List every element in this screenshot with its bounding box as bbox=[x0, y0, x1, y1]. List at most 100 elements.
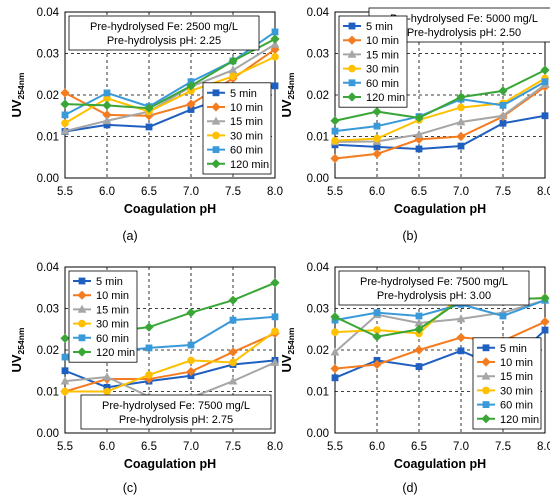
data-point bbox=[103, 121, 111, 129]
data-point bbox=[61, 111, 69, 119]
legend-label: 120 min bbox=[96, 347, 135, 359]
data-point bbox=[145, 123, 153, 131]
legend-label: 5 min bbox=[96, 276, 123, 288]
data-point bbox=[415, 312, 423, 320]
legend-label: 30 min bbox=[366, 64, 399, 76]
data-point bbox=[60, 376, 70, 385]
data-point bbox=[414, 345, 424, 355]
data-point bbox=[331, 136, 339, 145]
legend-entry: 60 min bbox=[207, 145, 263, 157]
legend-marker bbox=[212, 146, 220, 153]
data-point bbox=[372, 359, 382, 370]
y-tick-label: 0.02 bbox=[37, 345, 59, 357]
x-axis-label: Coagulation pH bbox=[394, 202, 486, 216]
data-point bbox=[60, 99, 70, 109]
data-point bbox=[330, 312, 340, 322]
legend-entry: 120 min bbox=[343, 92, 405, 104]
annotation-line: Pre-hydrolysed Fe: 7500 mg/L bbox=[102, 400, 250, 412]
series-120-min bbox=[330, 65, 550, 126]
data-point bbox=[331, 328, 339, 336]
data-point bbox=[456, 314, 466, 323]
legend-entry: 10 min bbox=[343, 35, 399, 47]
y-tick-label: 0.02 bbox=[307, 90, 329, 102]
legend-label: 30 min bbox=[96, 319, 129, 331]
legend-frame bbox=[202, 82, 272, 175]
data-point bbox=[187, 87, 195, 95]
legend-entry: 30 min bbox=[477, 385, 533, 397]
y-tick-label: 0.04 bbox=[37, 7, 60, 19]
data-point bbox=[373, 326, 381, 334]
legend-marker bbox=[347, 49, 357, 58]
y-tick-label: 0.01 bbox=[307, 132, 329, 144]
data-point bbox=[373, 122, 381, 130]
legend-label: 30 min bbox=[500, 385, 533, 397]
data-point bbox=[186, 308, 196, 318]
legend-label: 5 min bbox=[500, 343, 527, 355]
data-point bbox=[60, 126, 70, 135]
legend-marker bbox=[211, 102, 221, 112]
data-point bbox=[144, 111, 154, 121]
legend-label: 5 min bbox=[366, 21, 393, 33]
annotation-line: Pre-hydrolysed Fe: 7500 mg/L bbox=[360, 276, 508, 288]
legend-marker bbox=[211, 116, 221, 125]
series-line bbox=[334, 77, 546, 142]
data-point bbox=[540, 317, 550, 327]
x-tick-label: 6.0 bbox=[99, 441, 115, 453]
data-point bbox=[372, 332, 382, 342]
y-axis-label: UV254nm bbox=[9, 327, 26, 372]
legend-entry: 30 min bbox=[73, 319, 129, 331]
data-point bbox=[330, 116, 340, 126]
series-5-min bbox=[331, 112, 549, 153]
legend-label: 15 min bbox=[366, 49, 399, 61]
legend: 5 min 10 min 15 min 30 min 60 min 120 min bbox=[202, 82, 272, 175]
data-point bbox=[456, 117, 466, 126]
series-30-min bbox=[61, 327, 279, 396]
data-point bbox=[372, 107, 382, 117]
data-point bbox=[457, 142, 465, 150]
data-point bbox=[541, 78, 549, 86]
legend-entry: 60 min bbox=[343, 78, 399, 90]
y-tick-label: 0.03 bbox=[307, 304, 329, 316]
legend-entry: 10 min bbox=[207, 102, 263, 114]
data-point bbox=[228, 347, 238, 357]
legend-marker bbox=[347, 92, 357, 102]
legend-frame bbox=[68, 270, 138, 363]
x-tick-label: 7.5 bbox=[225, 441, 241, 453]
y-axis-label: UV254nm bbox=[9, 72, 26, 117]
panel-label: (d) bbox=[402, 481, 417, 495]
y-axis-label-main: UV bbox=[9, 354, 24, 372]
data-point bbox=[373, 143, 381, 151]
data-point bbox=[372, 149, 382, 159]
legend-marker bbox=[211, 159, 221, 169]
data-point bbox=[271, 327, 279, 336]
legend-entry: 15 min bbox=[343, 49, 399, 61]
legend-marker bbox=[212, 89, 220, 97]
y-tick-label: 0.00 bbox=[37, 428, 59, 440]
x-tick-label: 7.5 bbox=[495, 186, 511, 198]
legend-marker bbox=[347, 35, 357, 45]
legend-marker bbox=[77, 290, 87, 300]
data-point bbox=[228, 295, 238, 305]
legend-label: 15 min bbox=[230, 116, 263, 128]
annotation-line: Pre-hydrolysis pH: 2.50 bbox=[407, 27, 521, 39]
data-point bbox=[270, 34, 280, 44]
data-point bbox=[103, 94, 111, 103]
legend-marker bbox=[482, 386, 490, 395]
y-tick-label: 0.03 bbox=[37, 49, 59, 61]
data-point bbox=[457, 103, 465, 112]
data-point bbox=[186, 99, 196, 109]
legend-marker bbox=[481, 371, 491, 380]
annotation-line: Pre-hydrolysis pH: 3.00 bbox=[377, 290, 491, 302]
data-point bbox=[414, 113, 424, 123]
data-point bbox=[144, 103, 154, 113]
legend-frame bbox=[338, 15, 408, 108]
y-tick-label: 0.02 bbox=[307, 345, 329, 357]
series-line bbox=[64, 38, 276, 110]
data-point bbox=[271, 53, 279, 61]
data-point bbox=[414, 318, 424, 327]
legend-label: 10 min bbox=[366, 35, 399, 47]
data-point bbox=[540, 293, 550, 303]
legend-label: 10 min bbox=[230, 102, 263, 114]
data-point bbox=[330, 153, 340, 164]
panel-label: (a) bbox=[122, 229, 137, 243]
